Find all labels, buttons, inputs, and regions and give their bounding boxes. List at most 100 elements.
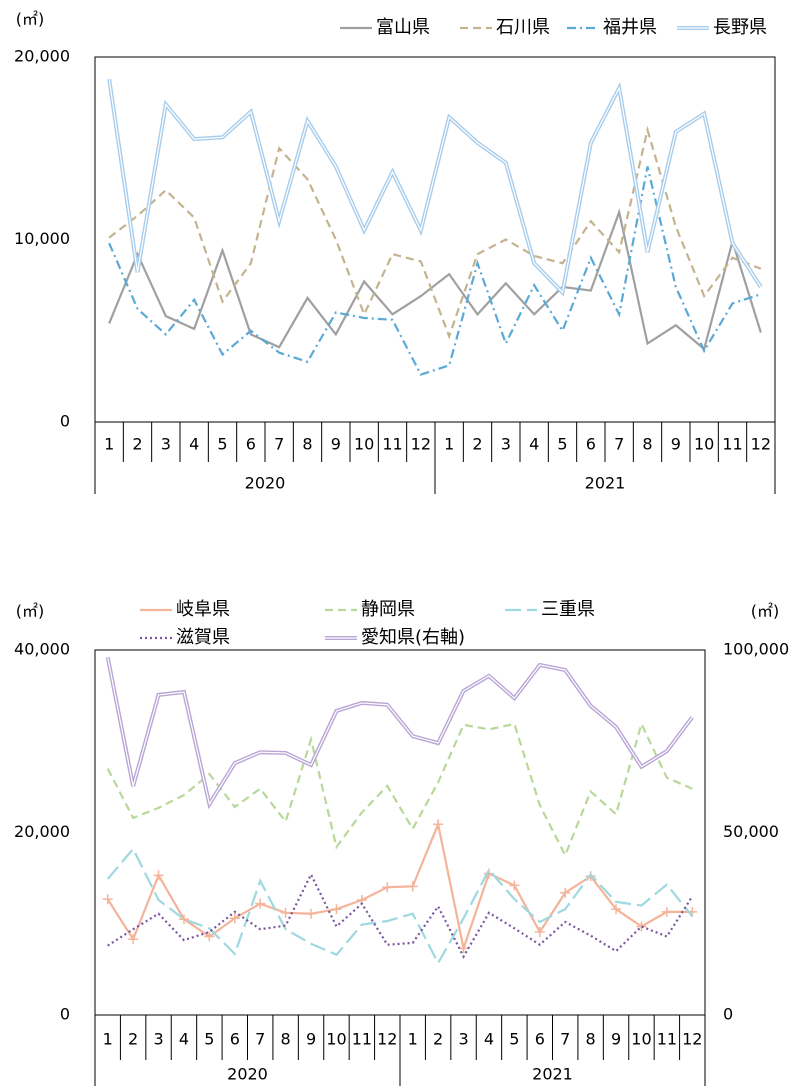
legend-label: 福井県: [603, 17, 657, 38]
x-tick-label: 10: [694, 435, 714, 454]
y2-unit-label: (㎡): [751, 602, 780, 621]
point-marker: [560, 887, 571, 898]
x-tick-label: 2: [132, 435, 142, 454]
x-tick-label: 11: [657, 1030, 677, 1049]
x-tick-label: 10: [631, 1030, 651, 1049]
x-tick-label: 7: [560, 1030, 570, 1049]
x-tick-label: 1: [444, 435, 454, 454]
x-tick-label: 2: [128, 1030, 138, 1049]
x-tick-label: 7: [255, 1030, 265, 1049]
point-marker: [433, 819, 444, 830]
legend-label: 岐阜県: [176, 599, 230, 620]
x-tick-label: 4: [484, 1030, 494, 1049]
point-marker: [128, 934, 139, 945]
y2-tick-label: 0: [723, 1005, 733, 1024]
y2-tick-label: 50,000: [723, 822, 779, 841]
series-line: [108, 125, 762, 340]
point-marker: [458, 943, 469, 954]
x-tick-label: 6: [586, 435, 596, 454]
x-tick-label: 9: [611, 1030, 621, 1049]
x-tick-label: 5: [509, 1030, 519, 1049]
y-tick-label: 20,000: [14, 822, 70, 841]
x-tick-label: 10: [354, 435, 374, 454]
line-inner: [108, 78, 762, 294]
x-tick-label: 9: [671, 435, 681, 454]
y-tick-label: 10,000: [14, 229, 70, 248]
y-unit-label: (㎡): [16, 602, 45, 621]
x-tick-label: 1: [408, 1030, 418, 1049]
x-tick-label: 3: [161, 435, 171, 454]
series-line: [106, 846, 694, 966]
x-tick-label: 10: [326, 1030, 346, 1049]
x-tick-label: 4: [529, 435, 539, 454]
x-tick-label: 3: [153, 1030, 163, 1049]
series-line: [108, 208, 762, 351]
point-marker: [661, 906, 672, 917]
x-tick-label: 3: [458, 1030, 468, 1049]
point-marker: [280, 907, 291, 918]
point-marker: [407, 881, 418, 892]
y-tick-label: 0: [60, 412, 70, 431]
x-tick-label: 8: [586, 1030, 596, 1049]
x-group-label: 2021: [532, 1065, 573, 1084]
x-tick-label: 1: [103, 1030, 113, 1049]
point-marker: [229, 913, 240, 924]
x-tick-label: 4: [179, 1030, 189, 1049]
point-marker: [636, 921, 647, 932]
x-tick-label: 8: [281, 1030, 291, 1049]
series-line: [106, 720, 693, 858]
series-line: [106, 820, 693, 953]
legend-label: 滋賀県: [176, 627, 230, 648]
line-inner: [107, 657, 693, 806]
legend-label: 愛知県(右軸): [361, 627, 465, 648]
x-tick-label: 6: [230, 1030, 240, 1049]
x-tick-label: 12: [682, 1030, 702, 1049]
legend-label: 石川県: [496, 17, 550, 38]
point-marker: [178, 914, 189, 925]
legend-label: 静岡県: [361, 599, 415, 620]
x-tick-label: 5: [204, 1030, 214, 1049]
x-tick-label: 9: [331, 435, 341, 454]
point-marker: [331, 904, 342, 915]
x-tick-label: 5: [217, 435, 227, 454]
series-line: [105, 656, 694, 810]
x-tick-label: 11: [382, 435, 402, 454]
point-marker: [509, 880, 520, 891]
point-marker: [153, 870, 164, 881]
x-tick-label: 12: [411, 435, 431, 454]
x-group-label: 2021: [585, 474, 626, 493]
x-tick-label: 8: [642, 435, 652, 454]
legend-label: 三重県: [541, 599, 595, 620]
x-tick-label: 1: [104, 435, 114, 454]
point-marker: [611, 904, 622, 915]
x-tick-label: 11: [352, 1030, 372, 1049]
x-tick-label: 2: [433, 1030, 443, 1049]
point-marker: [204, 931, 215, 942]
point-marker: [102, 894, 113, 905]
y-unit-label: (㎡): [16, 10, 45, 29]
x-tick-label: 3: [501, 435, 511, 454]
x-tick-label: 6: [246, 435, 256, 454]
x-tick-label: 11: [722, 435, 742, 454]
legend-label: 長野県: [713, 17, 767, 38]
plot-frame: [94, 56, 776, 423]
x-tick-label: 12: [377, 1030, 397, 1049]
x-tick-label: 7: [614, 435, 624, 454]
x-group-label: 2020: [245, 474, 286, 493]
point-marker: [382, 882, 393, 893]
x-tick-label: 12: [751, 435, 771, 454]
legend-label: 富山県: [376, 17, 430, 38]
point-marker: [534, 926, 545, 937]
x-tick-label: 2: [472, 435, 482, 454]
x-tick-label: 7: [274, 435, 284, 454]
x-group-label: 2020: [227, 1065, 268, 1084]
series-line: [108, 166, 762, 376]
x-tick-label: 8: [302, 435, 312, 454]
point-marker: [306, 908, 317, 919]
y-tick-label: 0: [60, 1005, 70, 1024]
x-tick-label: 6: [535, 1030, 545, 1049]
x-tick-label: 5: [557, 435, 567, 454]
y2-tick-label: 100,000: [723, 640, 789, 659]
point-marker: [255, 898, 266, 909]
